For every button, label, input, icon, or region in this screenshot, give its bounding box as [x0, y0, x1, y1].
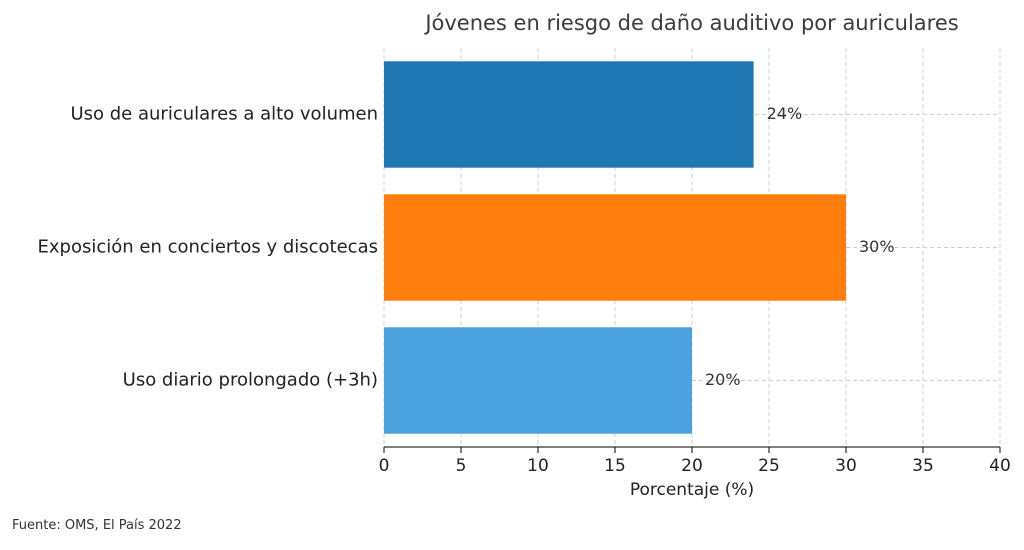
- bar: [384, 194, 846, 301]
- bar-layer: Uso de auriculares a alto volumen 24% Expo…: [38, 61, 895, 434]
- x-tick-label: 30: [835, 456, 857, 476]
- bar: [384, 327, 692, 434]
- bar: [384, 61, 754, 168]
- chart-title: Jóvenes en riesgo de daño auditivo por a…: [423, 11, 958, 35]
- data-label: 20%: [705, 370, 741, 389]
- x-tick-label: 20: [681, 456, 703, 476]
- y-tick-label: Uso de auriculares a alto volumen: [70, 104, 378, 125]
- x-tick-label: 5: [456, 456, 467, 476]
- data-label: 30%: [859, 237, 895, 256]
- data-label: 24%: [767, 104, 803, 123]
- x-axis: 0 5 10 15 20 25 30 35 40: [379, 446, 1011, 476]
- x-tick-label: 35: [912, 456, 934, 476]
- y-tick-label: Exposición en conciertos y discotecas: [38, 237, 378, 258]
- x-tick-label: 0: [379, 456, 390, 476]
- y-tick-label: Uso diario prolongado (+3h): [123, 370, 378, 391]
- x-tick-label: 25: [758, 456, 780, 476]
- x-tick-label: 15: [604, 456, 626, 476]
- x-tick-label: 10: [527, 456, 549, 476]
- x-axis-title: Porcentaje (%): [630, 480, 754, 500]
- source-note: Fuente: OMS, El País 2022: [12, 518, 182, 533]
- x-tick-label: 40: [989, 456, 1011, 476]
